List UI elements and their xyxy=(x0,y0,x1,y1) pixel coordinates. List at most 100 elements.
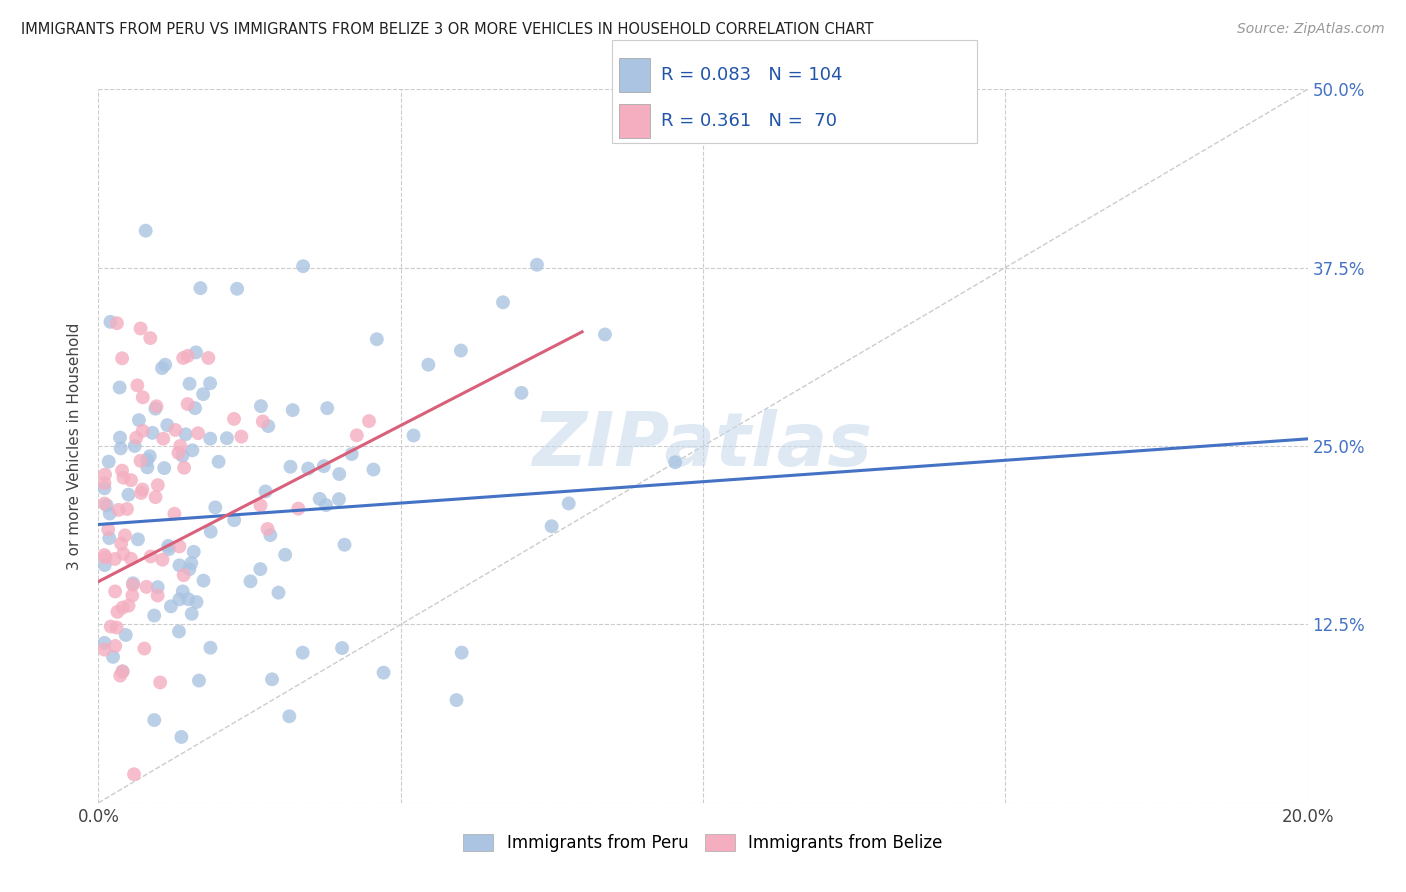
Point xyxy=(145,401,167,416)
Point xyxy=(108,380,131,394)
Point xyxy=(664,455,686,469)
Point xyxy=(200,432,222,446)
Point xyxy=(177,349,200,363)
Point xyxy=(120,473,142,487)
Point xyxy=(108,431,131,445)
Text: IMMIGRANTS FROM PERU VS IMMIGRANTS FROM BELIZE 3 OR MORE VEHICLES IN HOUSEHOLD C: IMMIGRANTS FROM PERU VS IMMIGRANTS FROM … xyxy=(21,22,873,37)
Point xyxy=(96,498,118,512)
Point xyxy=(101,649,124,664)
Point xyxy=(183,545,205,559)
Point xyxy=(181,443,204,458)
Point xyxy=(139,549,162,564)
Point xyxy=(173,460,195,475)
Point xyxy=(249,562,271,576)
Point xyxy=(188,673,211,688)
Point xyxy=(93,636,115,650)
Point xyxy=(167,624,190,639)
Point xyxy=(156,418,179,433)
Point xyxy=(111,464,134,478)
Point xyxy=(129,321,152,335)
Point xyxy=(200,640,222,655)
Point xyxy=(366,332,388,346)
Text: ZIPatlas: ZIPatlas xyxy=(533,409,873,483)
Point xyxy=(145,399,167,413)
Point xyxy=(200,524,222,539)
Point xyxy=(593,327,616,342)
Point xyxy=(257,419,280,434)
Point xyxy=(108,668,131,682)
Point xyxy=(153,461,176,475)
Point xyxy=(124,439,146,453)
Point xyxy=(98,507,121,521)
Point xyxy=(169,540,191,554)
Point xyxy=(135,224,157,238)
Point xyxy=(110,442,132,456)
Point xyxy=(526,258,548,272)
Point xyxy=(152,552,174,566)
Point xyxy=(172,351,194,365)
Point xyxy=(180,607,202,621)
Point xyxy=(259,528,281,542)
Point xyxy=(93,548,115,562)
Point xyxy=(163,507,186,521)
Point xyxy=(146,589,169,603)
Text: R = 0.361   N =  70: R = 0.361 N = 70 xyxy=(661,112,837,130)
Point xyxy=(418,358,440,372)
Point xyxy=(308,491,330,506)
Point xyxy=(267,585,290,599)
Point xyxy=(115,502,138,516)
Point xyxy=(128,413,150,427)
Point xyxy=(122,767,145,781)
Text: R = 0.083   N = 104: R = 0.083 N = 104 xyxy=(661,66,842,84)
Point xyxy=(149,675,172,690)
Point xyxy=(97,523,120,537)
Point xyxy=(104,639,127,653)
Point xyxy=(231,429,253,443)
Point xyxy=(330,640,353,655)
Point xyxy=(215,431,238,445)
Point xyxy=(110,536,132,550)
Point xyxy=(176,397,198,411)
Point xyxy=(97,455,120,469)
Point xyxy=(280,459,302,474)
Point xyxy=(250,399,273,413)
Point xyxy=(187,426,209,441)
Point xyxy=(249,499,271,513)
Point xyxy=(186,595,208,609)
Point xyxy=(157,539,180,553)
Point xyxy=(139,449,162,463)
Point xyxy=(122,576,145,591)
Point xyxy=(107,503,129,517)
Point xyxy=(98,531,121,545)
Point xyxy=(197,351,219,365)
Point xyxy=(165,423,187,437)
Point xyxy=(363,462,385,476)
Point xyxy=(112,471,135,485)
Point xyxy=(179,376,201,391)
Point xyxy=(111,600,134,615)
Point xyxy=(373,665,395,680)
Point xyxy=(193,574,215,588)
Point xyxy=(136,460,159,475)
Point xyxy=(173,568,195,582)
Point xyxy=(198,376,221,391)
Point xyxy=(100,315,122,329)
Point xyxy=(105,620,128,634)
Point xyxy=(117,488,139,502)
Point xyxy=(291,646,314,660)
Point xyxy=(93,558,115,572)
Point xyxy=(204,500,226,515)
Point xyxy=(152,432,174,446)
Point xyxy=(191,387,214,401)
Point xyxy=(132,390,155,404)
Point xyxy=(94,550,117,565)
Point xyxy=(170,730,193,744)
Point xyxy=(402,428,425,442)
Point xyxy=(105,316,128,330)
Point xyxy=(143,608,166,623)
Point xyxy=(146,478,169,492)
Point xyxy=(222,412,245,426)
Point xyxy=(134,641,156,656)
Point xyxy=(120,551,142,566)
Point xyxy=(129,454,152,468)
